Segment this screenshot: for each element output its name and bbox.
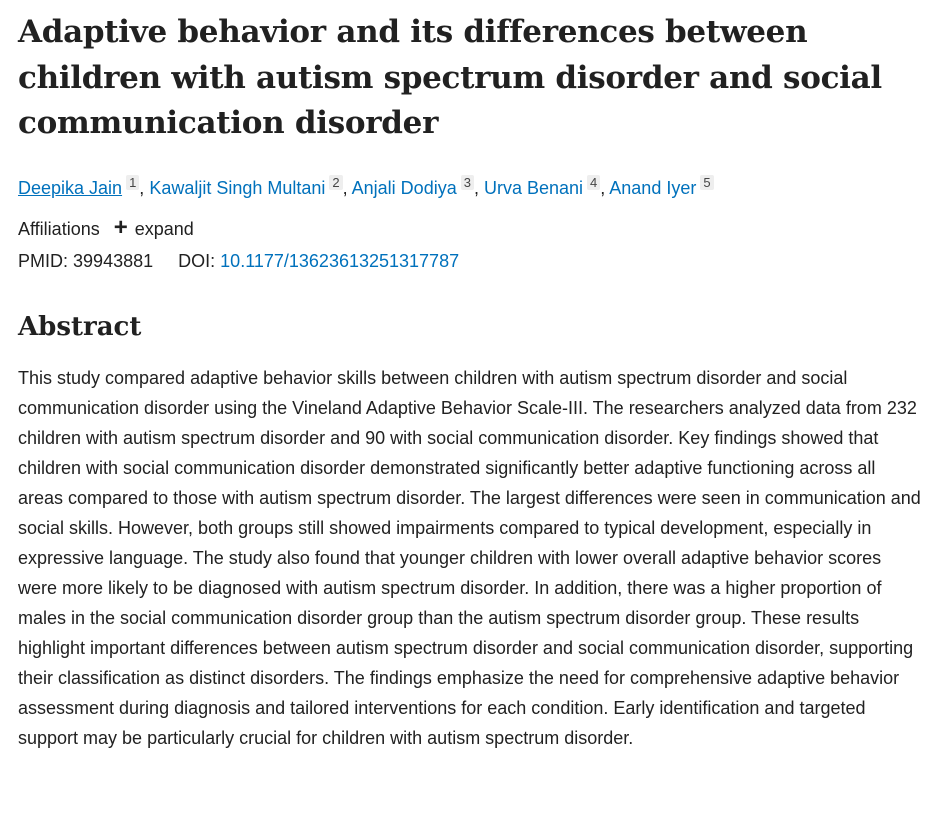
abstract-text: This study compared adaptive behavior sk… [18,367,921,748]
affiliation-ref-3[interactable]: 3 [460,174,474,190]
plus-icon: + [113,213,128,241]
affiliations-expand-button[interactable]: + expand [113,213,194,242]
affiliation-ref-2[interactable]: 2 [329,174,343,190]
affiliation-ref-5[interactable]: 5 [700,174,714,190]
author-separator: , [342,177,352,198]
author-link-deepika-jain[interactable]: Deepika Jain [18,177,123,198]
article-title: Adaptive behavior and its differences be… [18,14,882,141]
affiliation-ref-4[interactable]: 4 [587,174,601,190]
author-link-anand-iyer[interactable]: Anand Iyer [609,177,697,198]
author-separator: , [139,177,150,198]
author-link-anjali-dodiya[interactable]: Anjali Dodiya [351,177,457,198]
doi-label: DOI: [178,250,216,271]
author-link-urva-benani[interactable]: Urva Benani [483,177,584,198]
affiliations-row: Affiliations + expand [18,213,929,242]
author-link-kawaljit-singh-multani[interactable]: Kawaljit Singh Multani [149,177,326,198]
author-list: Deepika Jain 1, Kawaljit Singh Multani 2, … [18,174,929,202]
abstract-heading: Abstract [18,311,142,342]
pmid-label: PMID: [18,250,69,271]
affiliation-ref-1[interactable]: 1 [126,174,140,190]
pmid-value: 39943881 [73,250,154,271]
author-separator: , [473,177,484,198]
author-separator: , [600,177,610,198]
article-page: Adaptive behavior and its differences be… [18,14,929,748]
affiliations-label: Affiliations [18,218,100,239]
identifiers-row: PMID: 39943881 DOI: 10.1177/136236132513… [18,248,929,274]
expand-label: expand [134,218,194,239]
doi-link[interactable]: 10.1177/13623613251317787 [220,250,460,271]
